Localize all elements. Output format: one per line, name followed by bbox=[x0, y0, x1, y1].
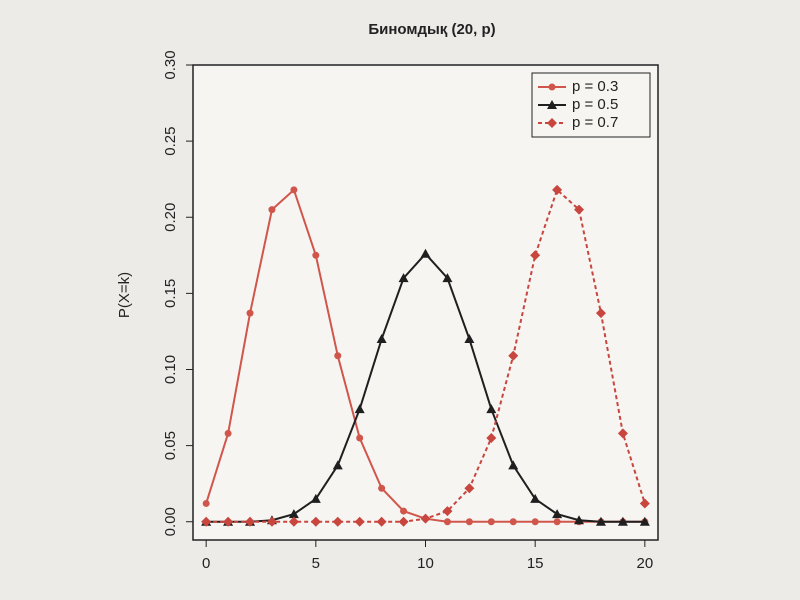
data-point bbox=[354, 404, 365, 414]
data-point bbox=[266, 516, 277, 527]
data-point bbox=[288, 509, 299, 519]
data-point bbox=[508, 460, 519, 470]
data-point bbox=[376, 516, 387, 527]
x-tick-label: 10 bbox=[417, 555, 434, 572]
y-tick-label: 0.00 bbox=[162, 507, 179, 536]
data-point bbox=[223, 516, 234, 527]
data-point bbox=[443, 518, 451, 526]
data-point bbox=[356, 434, 364, 442]
data-point bbox=[617, 428, 628, 439]
y-tick-label: 0.10 bbox=[162, 355, 179, 384]
data-point bbox=[574, 204, 585, 215]
x-tick-label: 5 bbox=[312, 555, 320, 572]
data-point bbox=[312, 251, 320, 259]
data-point bbox=[465, 518, 473, 526]
data-point bbox=[464, 483, 475, 494]
data-point bbox=[332, 460, 343, 470]
y-tick-label: 0.30 bbox=[162, 50, 179, 79]
data-point bbox=[508, 350, 519, 361]
x-tick-label: 0 bbox=[202, 555, 210, 572]
legend-label: p = 0.5 bbox=[572, 96, 618, 113]
data-point bbox=[268, 206, 276, 214]
data-point bbox=[530, 250, 541, 261]
y-axis-label: P(X=k) bbox=[116, 272, 133, 318]
data-point bbox=[464, 334, 475, 344]
data-point bbox=[552, 184, 563, 195]
y-tick-label: 0.20 bbox=[162, 203, 179, 232]
data-point bbox=[617, 516, 628, 526]
data-point bbox=[595, 516, 606, 526]
data-point bbox=[486, 432, 497, 443]
legend-marker bbox=[548, 83, 556, 91]
y-tick-label: 0.15 bbox=[162, 279, 179, 308]
data-point bbox=[332, 516, 343, 527]
data-point bbox=[639, 498, 650, 509]
data-point bbox=[553, 518, 561, 526]
plot-frame bbox=[192, 64, 659, 541]
data-point bbox=[290, 186, 298, 194]
data-point bbox=[400, 507, 408, 515]
data-point bbox=[288, 516, 299, 527]
data-point bbox=[442, 273, 453, 283]
data-point bbox=[334, 352, 342, 360]
y-tick-label: 0.05 bbox=[162, 431, 179, 460]
x-tick-label: 15 bbox=[527, 555, 544, 572]
data-point bbox=[310, 516, 321, 527]
data-point bbox=[639, 516, 650, 526]
data-point bbox=[442, 506, 453, 517]
legend-marker bbox=[547, 118, 557, 128]
data-point bbox=[224, 429, 232, 437]
legend-label: p = 0.7 bbox=[572, 114, 618, 131]
legend-label: p = 0.3 bbox=[572, 78, 618, 95]
data-point bbox=[398, 273, 409, 283]
data-point bbox=[420, 513, 431, 524]
data-point bbox=[595, 308, 606, 319]
data-point bbox=[530, 493, 541, 503]
data-point bbox=[310, 493, 321, 503]
data-point bbox=[378, 484, 386, 492]
data-point bbox=[509, 518, 517, 526]
data-point bbox=[531, 518, 539, 526]
data-point bbox=[552, 509, 563, 519]
data-point bbox=[486, 404, 497, 414]
data-point bbox=[246, 309, 254, 317]
data-point bbox=[574, 515, 585, 525]
data-point bbox=[376, 334, 387, 344]
data-point bbox=[420, 248, 431, 258]
y-tick-label: 0.25 bbox=[162, 127, 179, 156]
legend-marker bbox=[547, 100, 557, 109]
data-point bbox=[202, 499, 210, 507]
data-point bbox=[245, 516, 256, 527]
data-point bbox=[201, 516, 212, 527]
data-point bbox=[354, 516, 365, 527]
x-tick-label: 20 bbox=[636, 555, 653, 572]
data-point bbox=[487, 518, 495, 526]
data-point bbox=[398, 516, 409, 527]
chart-title: Биномдық (20, p) bbox=[368, 21, 495, 38]
